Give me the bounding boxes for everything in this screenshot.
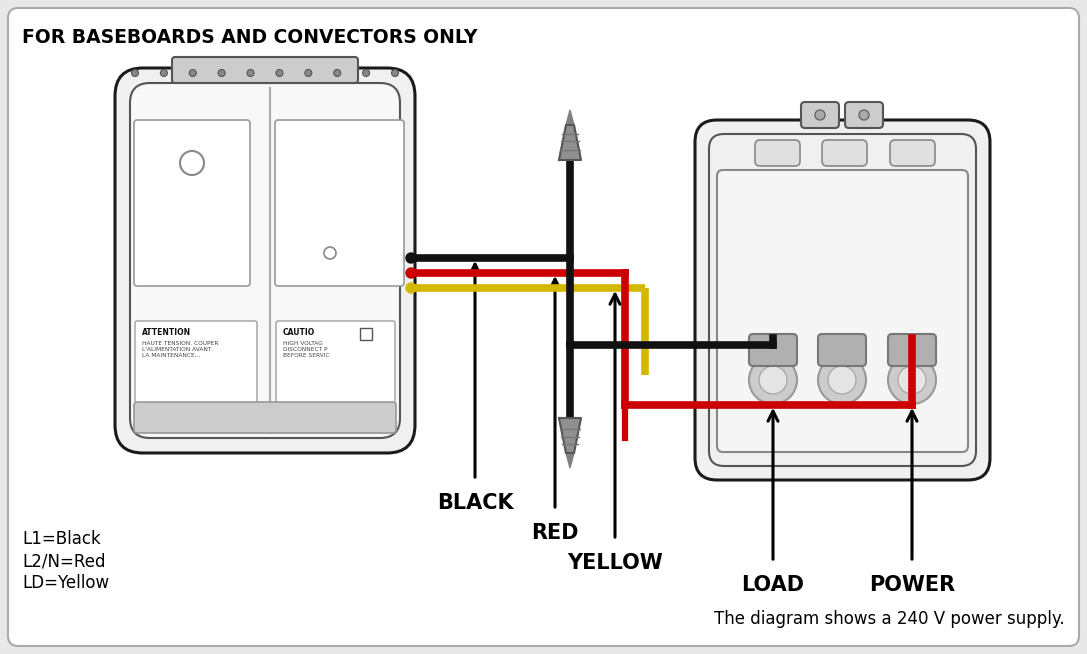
Polygon shape <box>559 418 580 453</box>
Polygon shape <box>566 453 574 468</box>
Circle shape <box>759 366 787 394</box>
FancyBboxPatch shape <box>801 102 839 128</box>
FancyBboxPatch shape <box>755 140 800 166</box>
Circle shape <box>859 110 869 120</box>
Circle shape <box>815 110 825 120</box>
Circle shape <box>391 69 399 77</box>
Text: HAUTE TENSION. COUPER
L'ALIMENTATION AVANT
LA MAINTENANCE...: HAUTE TENSION. COUPER L'ALIMENTATION AVA… <box>142 341 218 358</box>
FancyBboxPatch shape <box>276 321 395 403</box>
FancyBboxPatch shape <box>275 120 404 286</box>
FancyBboxPatch shape <box>115 68 415 453</box>
FancyBboxPatch shape <box>890 140 935 166</box>
Text: The diagram shows a 240 V power supply.: The diagram shows a 240 V power supply. <box>714 610 1065 628</box>
Text: YELLOW: YELLOW <box>567 553 663 573</box>
Text: L2/N=Red: L2/N=Red <box>22 552 105 570</box>
Circle shape <box>304 69 312 77</box>
Circle shape <box>189 69 197 77</box>
Text: LOAD: LOAD <box>741 575 804 595</box>
Circle shape <box>161 69 167 77</box>
Circle shape <box>334 69 340 77</box>
Polygon shape <box>559 125 580 160</box>
FancyBboxPatch shape <box>717 170 969 452</box>
Text: LD=Yellow: LD=Yellow <box>22 574 109 592</box>
Circle shape <box>898 366 926 394</box>
FancyBboxPatch shape <box>8 8 1079 646</box>
Text: POWER: POWER <box>869 575 955 595</box>
Circle shape <box>132 69 138 77</box>
FancyBboxPatch shape <box>134 120 250 286</box>
Text: L1=Black: L1=Black <box>22 530 101 548</box>
FancyBboxPatch shape <box>172 57 358 83</box>
Text: HIGH VOLTAG
DISCONNECT P
BEFORE SERVIC: HIGH VOLTAG DISCONNECT P BEFORE SERVIC <box>283 341 329 358</box>
Text: FOR BASEBOARDS AND CONVECTORS ONLY: FOR BASEBOARDS AND CONVECTORS ONLY <box>22 28 477 47</box>
Circle shape <box>407 253 416 263</box>
FancyBboxPatch shape <box>134 402 396 433</box>
FancyBboxPatch shape <box>695 120 990 480</box>
Circle shape <box>407 268 416 278</box>
FancyBboxPatch shape <box>845 102 883 128</box>
Text: ATTENTION: ATTENTION <box>142 328 191 337</box>
Circle shape <box>363 69 370 77</box>
FancyBboxPatch shape <box>130 83 400 438</box>
FancyBboxPatch shape <box>135 321 257 403</box>
Circle shape <box>828 366 855 394</box>
Circle shape <box>180 151 204 175</box>
Text: RED: RED <box>532 523 578 543</box>
Circle shape <box>247 69 254 77</box>
Circle shape <box>407 283 416 293</box>
Text: CAUTIO: CAUTIO <box>283 328 315 337</box>
Circle shape <box>324 247 336 259</box>
Circle shape <box>888 356 936 404</box>
Circle shape <box>749 356 797 404</box>
FancyBboxPatch shape <box>888 334 936 366</box>
FancyBboxPatch shape <box>749 334 797 366</box>
Bar <box>360 328 372 340</box>
Circle shape <box>218 69 225 77</box>
FancyBboxPatch shape <box>822 140 867 166</box>
Polygon shape <box>566 110 574 125</box>
Text: BLACK: BLACK <box>437 493 513 513</box>
Circle shape <box>819 356 866 404</box>
FancyBboxPatch shape <box>819 334 866 366</box>
Circle shape <box>276 69 283 77</box>
